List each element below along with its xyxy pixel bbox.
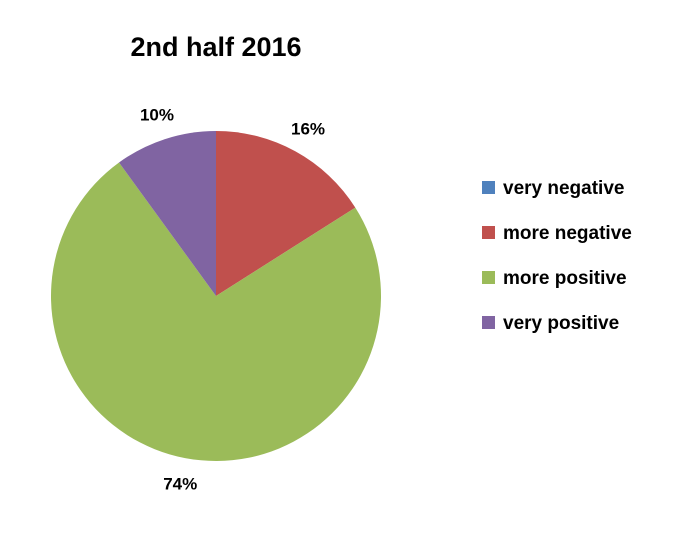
legend-swatch-very-positive	[482, 316, 495, 329]
pie-slices	[50, 131, 381, 462]
chart-title: 2nd half 2016	[130, 32, 301, 62]
data-label-more-negative: 16%	[291, 120, 325, 139]
legend-label-very-positive: very positive	[503, 313, 619, 334]
data-label-very-positive: 10%	[140, 105, 174, 124]
pie-slice-more-negative	[216, 131, 356, 296]
legend-label-more-negative: more negative	[503, 223, 632, 244]
legend-label-very-negative: very negative	[503, 178, 624, 199]
legend-label-more-positive: more positive	[503, 268, 627, 289]
pie-slice-very-positive	[119, 131, 216, 296]
legend-swatch-more-positive	[482, 271, 495, 284]
pie-slice-more-positive	[50, 162, 381, 462]
pie-data-labels: 16% 74% 10%	[140, 105, 325, 493]
data-label-more-positive: 74%	[163, 475, 197, 494]
legend: very negative more negative more positive v…	[482, 178, 632, 334]
legend-swatch-very-negative	[482, 181, 495, 194]
legend-swatch-more-negative	[482, 226, 495, 239]
